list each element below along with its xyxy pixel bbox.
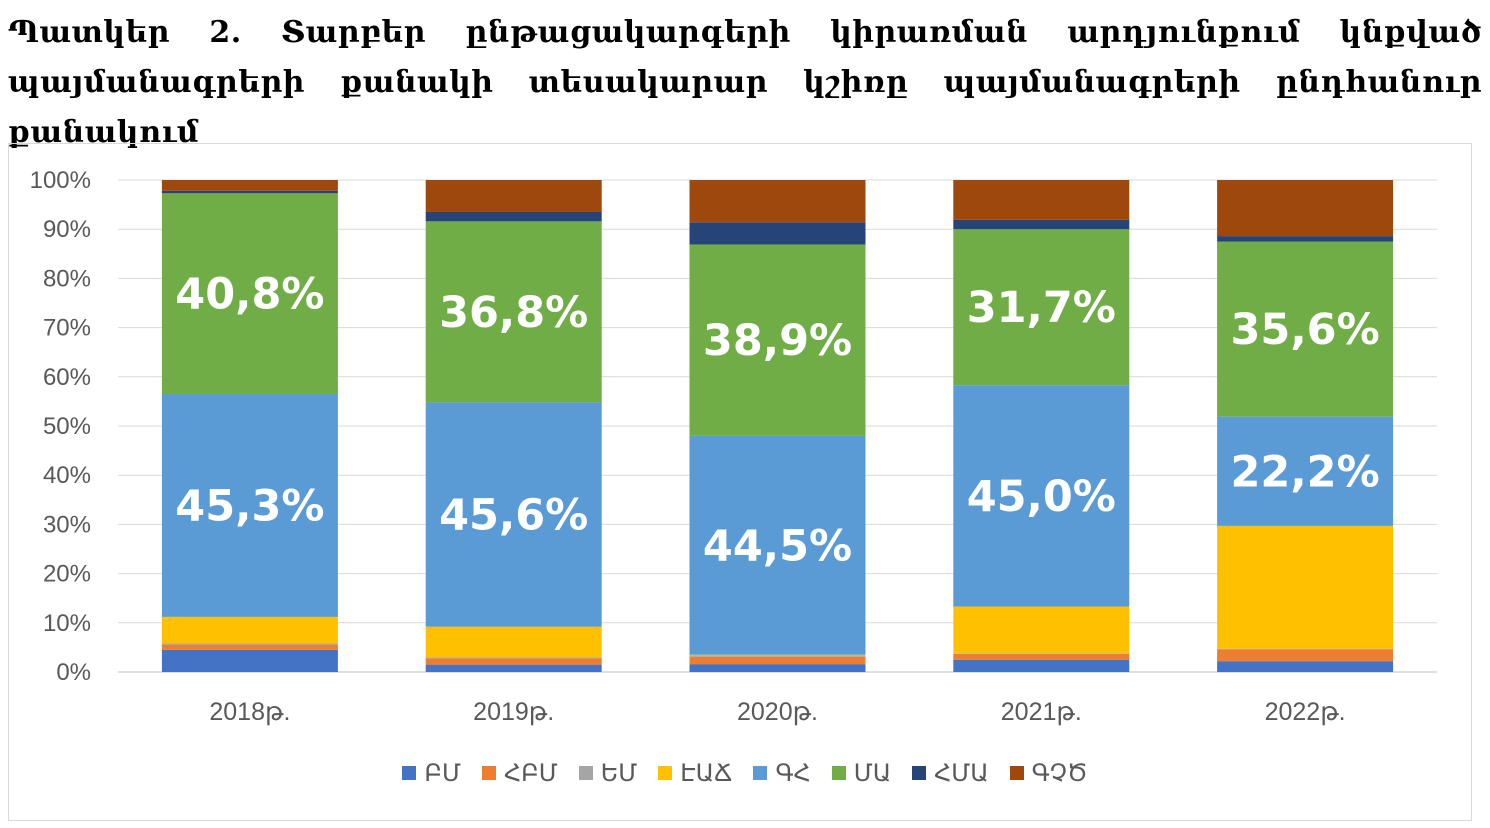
x-tick-label: 2022թ. [1265, 698, 1346, 726]
bar-segment [953, 606, 1130, 654]
chart-legend: ԲՄ ՀԲՄ ԵՄ ԷԱՃ ԳՀ ՄԱ ՀՄԱ ԳՉԾ [0, 755, 1490, 791]
legend-label: ՀՄԱ [934, 759, 989, 787]
y-tick-label: 30% [43, 511, 91, 538]
legend-swatch [912, 766, 927, 780]
y-tick-label: 40% [43, 462, 91, 489]
legend-swatch [402, 766, 417, 780]
bar-segment [161, 649, 338, 672]
y-tick-label: 60% [43, 364, 91, 391]
legend-item: ՀԲՄ [481, 759, 558, 787]
y-tick-label: 50% [43, 413, 91, 440]
y-tick-label: 90% [43, 216, 91, 243]
bar-segment [161, 193, 338, 395]
legend-item: ԷԱՃ [658, 759, 732, 787]
y-tick-label: 80% [43, 265, 91, 292]
y-tick-label: 100% [30, 167, 91, 194]
data-label: 31,7% [967, 283, 1116, 333]
legend-swatch [658, 766, 673, 780]
legend-swatch [753, 766, 768, 780]
legend-label: ՄԱ [853, 759, 892, 787]
bar-segment [161, 644, 338, 650]
legend-label: ԳՀ [775, 759, 811, 787]
bar-segment [689, 664, 866, 672]
bar-segment [425, 626, 602, 658]
bar-segment [161, 190, 338, 194]
legend-swatch [578, 766, 593, 780]
data-label: 45,6% [439, 491, 588, 541]
x-tick-label: 2020թ. [737, 698, 818, 726]
bar-segment [953, 659, 1130, 672]
bar-segment [425, 211, 602, 222]
bar-segment [953, 653, 1130, 660]
bar-segment [689, 222, 866, 245]
data-label: 44,5% [703, 521, 852, 571]
x-tick-label: 2018թ. [209, 698, 290, 726]
bar-segment [953, 180, 1130, 220]
bar-segment [953, 385, 1130, 607]
bar-segment [689, 655, 866, 657]
y-tick-label: 10% [43, 610, 91, 637]
legend-label: ԷԱՃ [680, 759, 733, 787]
data-label: 40,8% [175, 270, 324, 320]
bar-segment [689, 656, 866, 665]
bar-segment [161, 394, 338, 617]
bar-segment [1217, 241, 1394, 417]
x-tick-label: 2021թ. [1001, 698, 1082, 726]
legend-label: ԵՄ [600, 759, 638, 787]
legend-label: ԲՄ [424, 759, 461, 787]
y-tick-label: 20% [43, 561, 91, 588]
bar-segment [1217, 236, 1394, 242]
bar-segment [425, 221, 602, 403]
data-label: 45,3% [175, 481, 324, 531]
data-label: 35,6% [1231, 305, 1380, 355]
bar-segment [161, 643, 338, 645]
legend-swatch [481, 766, 496, 780]
data-label: 45,0% [967, 472, 1116, 522]
legend-item: ԲՄ [402, 759, 461, 787]
legend-item: ԳՉԾ [1009, 759, 1088, 787]
bar-segment [425, 658, 602, 665]
bar-segment [161, 616, 338, 644]
bar-segment [425, 180, 602, 212]
data-label: 36,8% [439, 288, 588, 338]
legend-swatch [1009, 766, 1024, 780]
bar-segment [1217, 661, 1394, 672]
x-tick-label: 2019թ. [473, 698, 554, 726]
legend-item: ԳՀ [753, 759, 811, 787]
legend-item: ԵՄ [578, 759, 638, 787]
legend-item: ՀՄԱ [912, 759, 989, 787]
legend-label: ԳՉԾ [1031, 759, 1088, 787]
y-tick-label: 70% [43, 315, 91, 342]
bar-segment [1217, 416, 1394, 526]
bar-segment [425, 664, 602, 672]
bar-segment [1217, 525, 1394, 649]
data-label: 38,9% [703, 316, 852, 366]
legend-swatch [831, 766, 846, 780]
chart-frame [8, 143, 1472, 821]
legend-item: ՄԱ [831, 759, 892, 787]
data-label: 22,2% [1231, 447, 1380, 497]
bar-segment [1217, 180, 1394, 237]
bar-segment [953, 219, 1130, 230]
bar-segment [425, 657, 602, 659]
bar-segment [1217, 649, 1394, 662]
bar-segment [689, 435, 866, 655]
bar-segment [689, 244, 866, 436]
bar-segment [953, 229, 1130, 386]
bar-segment [425, 402, 602, 627]
chart-title: Պատկեր 2. Տարբեր ընթացակարգերի կիրառման … [8, 15, 1482, 150]
legend-label: ՀԲՄ [503, 759, 558, 787]
bar-segment [689, 180, 866, 223]
y-tick-label: 0% [56, 659, 91, 686]
bar-segment [161, 180, 338, 191]
